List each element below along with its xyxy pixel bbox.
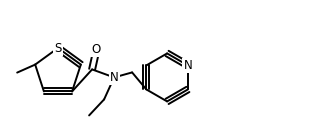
Text: N: N xyxy=(184,59,192,72)
Text: O: O xyxy=(91,43,101,56)
Text: N: N xyxy=(110,71,118,84)
Text: S: S xyxy=(54,42,62,55)
